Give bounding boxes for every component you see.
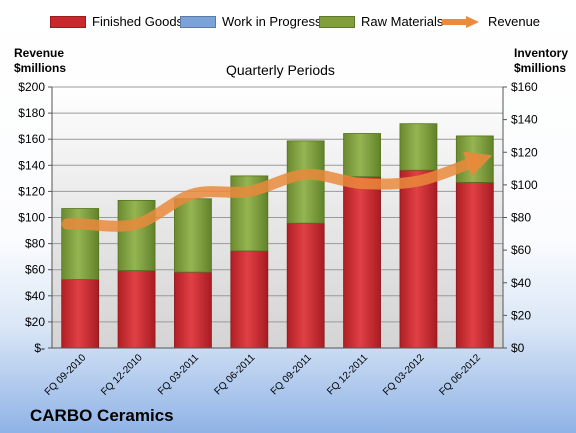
left-tick-label: $140 [18, 158, 45, 172]
right-tick-label: $0 [511, 341, 525, 355]
right-tick-label: $20 [511, 308, 531, 322]
revenue-line[interactable] [61, 151, 493, 232]
bar-finished-goods[interactable] [455, 182, 494, 349]
bar-finished-goods[interactable] [174, 271, 212, 349]
left-axis-title-line2: $millions [14, 61, 67, 75]
left-tick-label: $180 [18, 106, 45, 120]
left-tick-label: $100 [18, 211, 45, 225]
x-tick-label: FQ 12-2010 [99, 352, 145, 398]
bar-finished-goods[interactable] [117, 270, 156, 349]
bar-raw-materials[interactable] [399, 123, 438, 171]
bar-raw-materials[interactable] [343, 133, 381, 178]
legend-swatch-finished-goods [50, 15, 86, 28]
left-tick-label: $120 [18, 184, 45, 198]
bar-finished-goods[interactable] [286, 222, 325, 349]
chart-subtitle: Quarterly Periods [226, 62, 335, 78]
x-tick-label: FQ 06-2012 [437, 352, 483, 398]
legend-label-raw-materials: Raw Materials [361, 14, 444, 29]
left-axis-title-line1: Revenue [14, 46, 65, 60]
legend-swatch-revenue-arrow-icon [442, 15, 479, 28]
x-tick-label: FQ 09-2011 [269, 352, 314, 397]
bar-raw-materials[interactable] [117, 199, 156, 271]
left-tick-label: $- [34, 341, 45, 355]
bar-finished-goods[interactable] [399, 169, 438, 349]
left-tick-label: $80 [25, 237, 45, 251]
legend-label-work-in-progress: Work in Progress [222, 14, 322, 29]
bar-finished-goods[interactable] [343, 176, 381, 349]
right-tick-label: $160 [511, 80, 538, 94]
right-tick-label: $80 [511, 211, 531, 225]
right-tick-label: $100 [511, 178, 538, 192]
legend-item-finished-goods[interactable]: Finished Goods [50, 14, 183, 29]
legend-swatch-work-in-progress [180, 15, 216, 28]
left-axis-title: Revenue $millions [14, 46, 66, 76]
chart-legend: Finished Goods Work in Progress Raw Mate… [0, 14, 576, 34]
legend-label-revenue: Revenue [488, 14, 541, 29]
company-name: CARBO Ceramics [30, 406, 174, 425]
legend-item-raw-materials[interactable]: Raw Materials [319, 14, 443, 29]
right-tick-label: $140 [511, 113, 538, 127]
x-tick-label: FQ 06-2011 [212, 352, 257, 397]
legend-swatch-raw-materials [319, 15, 355, 28]
right-tick-label: $40 [511, 276, 531, 290]
left-tick-label: $40 [25, 289, 45, 303]
legend-item-revenue[interactable]: Revenue [442, 14, 540, 29]
x-tick-label: FQ 03-2012 [381, 352, 427, 398]
left-tick-label: $200 [18, 80, 45, 94]
right-axis-title-line1: Inventory [514, 46, 569, 60]
left-tick-label: $20 [25, 315, 45, 329]
right-axis-title-line2: $millions [514, 61, 567, 75]
bar-raw-materials[interactable] [174, 198, 212, 273]
right-tick-label: $60 [511, 243, 531, 257]
bar-finished-goods[interactable] [230, 250, 269, 349]
bar-finished-goods[interactable] [61, 279, 100, 349]
x-tick-label: FQ 03-2011 [156, 352, 201, 397]
right-tick-label: $120 [511, 145, 538, 159]
left-tick-label: $160 [18, 132, 45, 146]
x-tick-label: FQ 09-2010 [43, 352, 89, 398]
legend-label-finished-goods: Finished Goods [92, 14, 184, 29]
right-axis-title: Inventory $millions [514, 46, 568, 76]
x-tick-label: FQ 12-2011 [325, 352, 370, 397]
left-tick-label: $60 [25, 263, 45, 277]
legend-item-work-in-progress[interactable]: Work in Progress [180, 14, 321, 29]
